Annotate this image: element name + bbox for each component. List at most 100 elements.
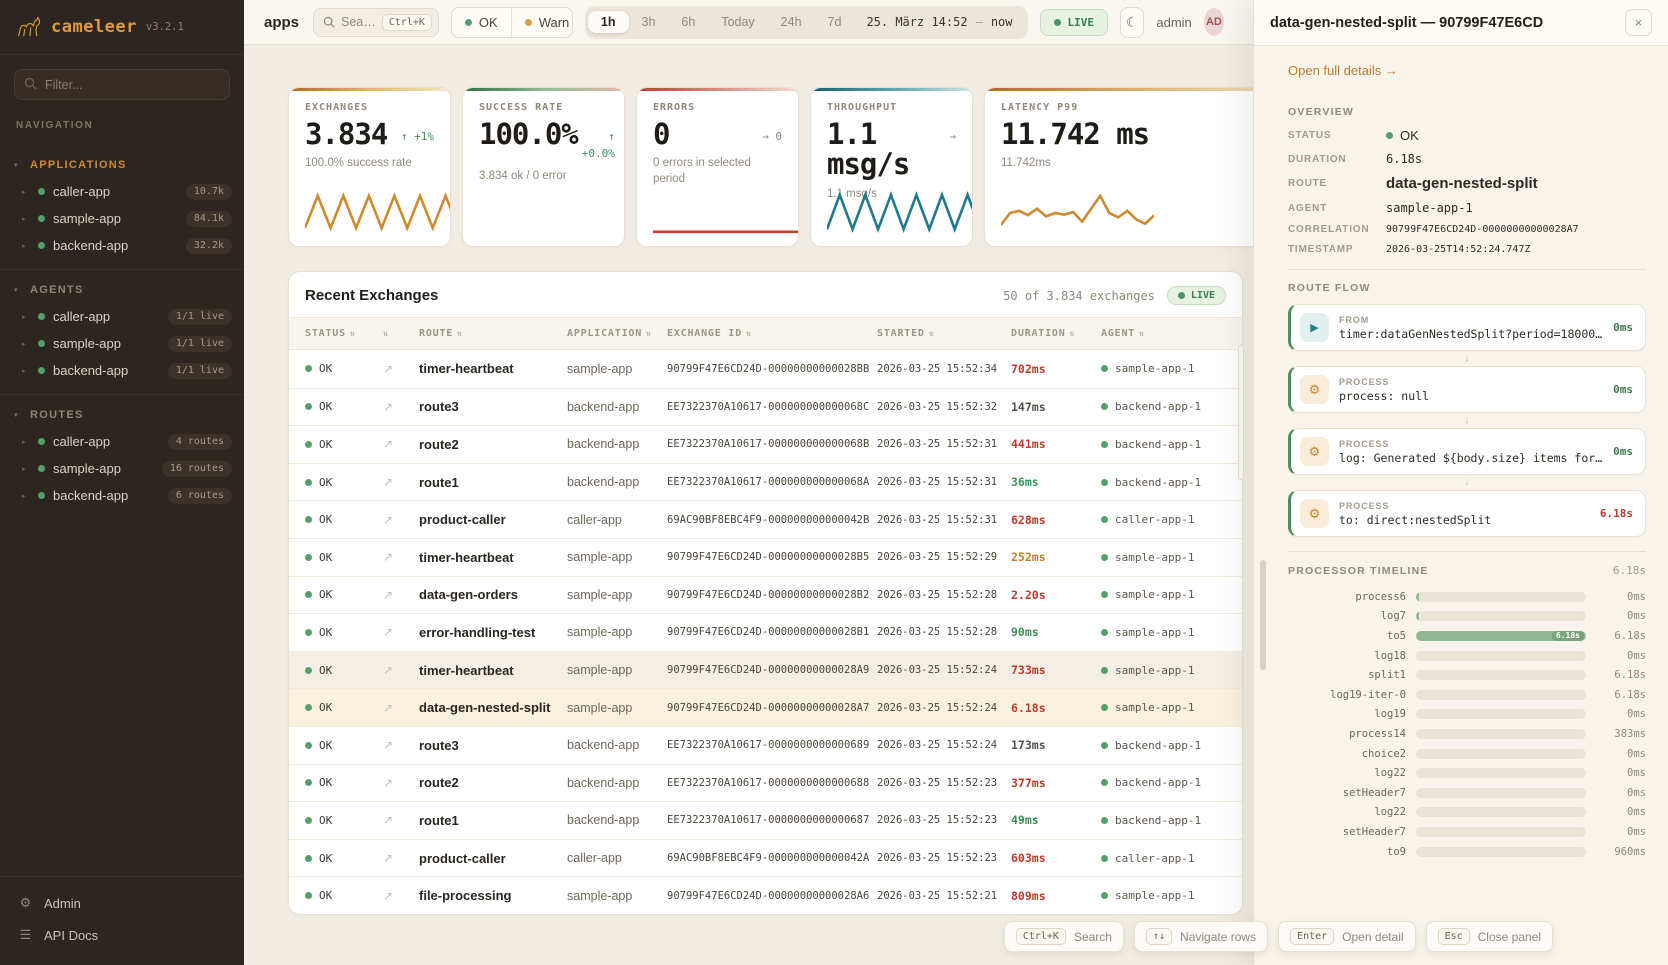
column-header-route[interactable]: ROUTE ⇅ xyxy=(419,328,567,339)
table-row[interactable]: OK ↗ data-gen-orders sample-app 90799F47E6CD… xyxy=(289,575,1242,614)
sidebar-item-sample-app[interactable]: ▸ sample-app 16 routes xyxy=(0,455,244,482)
range-24h[interactable]: 24h xyxy=(780,15,802,29)
open-row-icon[interactable]: ↗ xyxy=(383,625,394,640)
main-scrollbar-thumb[interactable] xyxy=(1238,345,1244,480)
open-row-icon[interactable]: ↗ xyxy=(383,775,394,790)
sidebar-item-caller-app[interactable]: ▸ caller-app 10.7k xyxy=(0,178,244,205)
close-panel-button[interactable]: × xyxy=(1625,9,1652,36)
exchange-id-cell: EE7322370A10617-000000000000068A xyxy=(667,476,870,489)
sidebar-item-backend-app[interactable]: ▸ backend-app 6 routes xyxy=(0,482,244,509)
status-dot xyxy=(38,465,45,472)
open-row-icon[interactable]: ↗ xyxy=(383,437,394,452)
status-filter-warn[interactable]: Warn xyxy=(510,7,572,37)
open-row-icon[interactable]: ↗ xyxy=(383,738,394,753)
started-cell: 2026-03-25 15:52:23 xyxy=(877,776,998,789)
open-row-icon[interactable]: ↗ xyxy=(383,550,394,565)
theme-toggle-button[interactable]: ☾ xyxy=(1120,6,1145,38)
table-row[interactable]: OK ↗ route1 backend-app EE7322370A10617-0000… xyxy=(289,801,1242,839)
footer-item-admin[interactable]: ⚙ Admin xyxy=(16,887,228,919)
range-6h[interactable]: 6h xyxy=(681,15,696,29)
open-row-icon[interactable]: ↗ xyxy=(383,587,394,602)
section-header-agents[interactable]: ▾ AGENTS xyxy=(0,280,244,303)
timeline-row: process14 383ms xyxy=(1288,724,1646,744)
sidebar-item-backend-app[interactable]: ▸ backend-app 1/1 live xyxy=(0,357,244,384)
column-header-status[interactable]: STATUS ⇅ xyxy=(305,328,383,339)
column-header-exchange-id[interactable]: EXCHANGE ID ⇅ xyxy=(667,328,877,339)
open-row-icon[interactable]: ↗ xyxy=(383,700,394,715)
open-row-icon[interactable]: ↗ xyxy=(383,663,394,678)
filter-input[interactable] xyxy=(14,69,230,100)
agent-name: backend-app-1 xyxy=(1115,813,1202,827)
agent-status-dot xyxy=(1101,892,1108,900)
status-text: OK xyxy=(319,437,333,451)
table-row[interactable]: OK ↗ route2 backend-app EE7322370A10617-0000… xyxy=(289,763,1242,802)
section-header-routes[interactable]: ▾ ROUTES xyxy=(0,405,244,428)
open-row-icon[interactable]: ↗ xyxy=(383,399,394,414)
sidebar-item-sample-app[interactable]: ▸ sample-app 1/1 live xyxy=(0,330,244,357)
open-row-icon[interactable]: ↗ xyxy=(383,475,394,490)
range-3h[interactable]: 3h xyxy=(641,15,656,29)
column-header-application[interactable]: APPLICATION ⇅ xyxy=(567,328,667,339)
open-row-icon[interactable]: ↗ xyxy=(383,361,394,376)
column-header-started[interactable]: STARTED ⇅ xyxy=(877,328,1011,339)
open-row-icon[interactable]: ↗ xyxy=(383,512,394,527)
open-full-details-link[interactable]: Open full details → xyxy=(1288,63,1398,78)
range-1h[interactable]: 1h xyxy=(587,11,629,33)
column-header-duration[interactable]: DURATION ⇅ xyxy=(1011,328,1101,339)
flow-step-process[interactable]: ⚙ PROCESS to: direct:nestedSplit 6.18s xyxy=(1288,490,1646,537)
open-row-icon[interactable]: ↗ xyxy=(383,888,394,903)
app-name: cameleer xyxy=(51,17,137,37)
table-row[interactable]: OK ↗ error-handling-test sample-app 90799F47… xyxy=(289,613,1242,651)
agent-status-dot xyxy=(1101,365,1108,373)
flow-step-from[interactable]: ▶ FROM timer:dataGenNestedSplit?period=180… xyxy=(1288,304,1646,351)
agent-status-dot xyxy=(1101,440,1108,448)
overview-value: 2026-03-25T14:52:24.747Z xyxy=(1386,244,1531,255)
column-header-agent[interactable]: AGENT ⇅ xyxy=(1101,328,1226,339)
footer-item-api-docs[interactable]: ☰ API Docs xyxy=(16,919,228,951)
table-row[interactable]: OK ↗ timer-heartbeat sample-app 90799F47E6CD… xyxy=(289,537,1242,576)
main-area: apps Sea… Ctrl+K OKWarnErr 1h3h6hToday24… xyxy=(244,0,1668,965)
table-row[interactable]: OK ↗ route2 backend-app EE7322370A10617-0000… xyxy=(289,425,1242,463)
flow-step-process[interactable]: ⚙ PROCESS log: Generated ${body.size} item… xyxy=(1288,428,1646,475)
item-badge: 1/1 live xyxy=(167,362,232,379)
date-range[interactable]: 25. März 14:52 — now xyxy=(854,15,1024,29)
open-row-icon[interactable]: ↗ xyxy=(383,851,394,866)
table-row[interactable]: OK ↗ route1 backend-app EE7322370A10617-0000… xyxy=(289,462,1242,501)
table-row[interactable]: OK ↗ data-gen-nested-split sample-app 90799F… xyxy=(289,688,1242,726)
flow-step-process[interactable]: ⚙ PROCESS process: null 0ms xyxy=(1288,366,1646,413)
sidebar-item-backend-app[interactable]: ▸ backend-app 32.2k xyxy=(0,232,244,259)
global-search[interactable]: Sea… Ctrl+K xyxy=(313,7,439,37)
timeline-duration: 6.18s xyxy=(1614,688,1646,701)
table-row[interactable]: OK ↗ file-processing sample-app 90799F47E6CD… xyxy=(289,876,1242,914)
status-dot xyxy=(38,492,45,499)
range-7d[interactable]: 7d xyxy=(827,15,842,29)
status-cell: OK xyxy=(305,739,383,752)
table-row[interactable]: OK ↗ timer-heartbeat sample-app 90799F47E6CD… xyxy=(289,650,1242,689)
metric-value-row: 11.742 ms xyxy=(1001,119,1281,150)
flow-step-type: FROM xyxy=(1339,314,1370,325)
column-header-expand[interactable]: ⇅ xyxy=(383,329,419,338)
table-row[interactable]: OK ↗ route3 backend-app EE7322370A10617-0000… xyxy=(289,725,1242,764)
panel-resize-handle[interactable] xyxy=(1260,560,1266,670)
open-row-icon[interactable]: ↗ xyxy=(383,813,394,828)
status-filter-ok[interactable]: OK xyxy=(452,8,511,37)
timeline-duration: 0ms xyxy=(1627,649,1646,662)
table-row[interactable]: OK ↗ timer-heartbeat sample-app 90799F47E6CD… xyxy=(289,350,1242,388)
sidebar-item-caller-app[interactable]: ▸ caller-app 4 routes xyxy=(0,428,244,455)
timeline-processor-name: log7 xyxy=(1380,610,1406,623)
avatar[interactable]: AD xyxy=(1203,8,1224,36)
table-row[interactable]: OK ↗ product-caller caller-app 69AC90BF8EBC4… xyxy=(289,500,1242,538)
nav-sections: ▾ APPLICATIONS ▸ caller-app 10.7k ▸ sample-app… xyxy=(0,135,244,876)
sidebar-item-caller-app[interactable]: ▸ caller-app 1/1 live xyxy=(0,303,244,330)
agent-cell: backend-app-1 xyxy=(1101,476,1226,489)
table-row[interactable]: OK ↗ product-caller caller-app 69AC90BF8EBC4… xyxy=(289,838,1242,877)
live-toggle-button[interactable]: LIVE xyxy=(1039,8,1109,36)
exchange-id-cell: EE7322370A10617-000000000000068C xyxy=(667,400,870,413)
table-row[interactable]: OK ↗ route3 backend-app EE7322370A10617-0000… xyxy=(289,387,1242,426)
timeline-bar-track xyxy=(1416,768,1586,779)
sidebar-item-sample-app[interactable]: ▸ sample-app 84.1k xyxy=(0,205,244,232)
exchange-id-cell: 90799F47E6CD24D-00000000000028A9 xyxy=(667,664,870,677)
section-header-applications[interactable]: ▾ APPLICATIONS xyxy=(0,155,244,178)
range-today[interactable]: Today xyxy=(721,15,755,29)
ok-status-dot xyxy=(305,854,312,862)
